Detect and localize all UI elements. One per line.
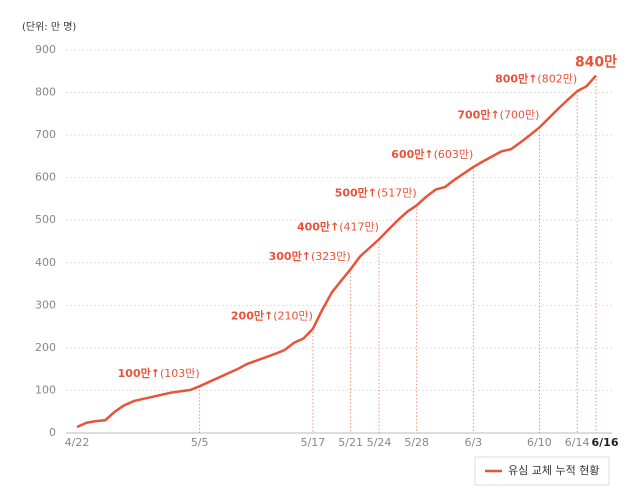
x-tick-label: 5/21 <box>338 436 363 449</box>
annotation-bold: 200만↑ <box>231 309 273 323</box>
annotation: 100만↑(103만) <box>118 366 200 380</box>
annotation: 400만↑(417만) <box>297 219 379 233</box>
annotation-bold: 100만↑ <box>118 366 160 380</box>
annotation-detail: (700만) <box>500 108 540 121</box>
y-tick-label: 100 <box>35 383 56 396</box>
x-tick-label: 6/3 <box>464 436 482 449</box>
y-tick-label: 0 <box>49 426 56 439</box>
annotation: 500만↑(517만) <box>335 185 417 199</box>
unit-label: (단위: 만 명) <box>22 20 76 33</box>
annotation: 300만↑(323만) <box>269 249 351 263</box>
legend-label: 유심 교체 누적 현황 <box>508 464 599 477</box>
x-tick-label: 4/22 <box>65 436 90 449</box>
annotation: 700만↑(700만) <box>457 107 539 121</box>
y-tick-label: 500 <box>35 213 56 226</box>
annotation-bold: 500만↑ <box>335 185 377 199</box>
annotation-detail: (417만) <box>339 220 379 233</box>
x-tick-label: 5/28 <box>404 436 429 449</box>
annotation-bold: 800만↑ <box>495 71 537 85</box>
y-tick-label: 200 <box>35 341 56 354</box>
y-tick-label: 600 <box>35 171 56 184</box>
annotation-detail: (103만) <box>160 367 200 380</box>
annotation-detail: (603만) <box>434 148 474 161</box>
final-label: 840만 <box>575 55 617 71</box>
annotation: 200만↑(210만) <box>231 309 313 323</box>
x-tick-label: 6/14 <box>565 436 590 449</box>
x-tick-label: 5/24 <box>367 436 392 449</box>
x-tick-label: 6/10 <box>527 436 552 449</box>
line <box>76 74 597 429</box>
annotation-bold: 700만↑ <box>457 107 499 121</box>
annotation-bold: 400만↑ <box>297 219 339 233</box>
y-tick-label: 700 <box>35 128 56 141</box>
annotation-detail: (802만) <box>537 72 577 85</box>
annotation: 800만↑(802만) <box>495 71 577 85</box>
annotation-bold: 600만↑ <box>391 147 433 161</box>
annotation: 600만↑(603만) <box>391 147 473 161</box>
x-tick-label: 6/16 <box>592 436 619 449</box>
annotation-detail: (517만) <box>377 186 417 199</box>
annotation-detail: (323만) <box>311 250 351 263</box>
y-tick-label: 300 <box>35 298 56 311</box>
y-tick-label: 900 <box>35 43 56 56</box>
annotation-detail: (210만) <box>273 310 313 323</box>
x-tick-label: 5/5 <box>191 436 209 449</box>
y-tick-label: 400 <box>35 256 56 269</box>
y-tick-label: 800 <box>35 86 56 99</box>
x-tick-label: 5/17 <box>301 436 326 449</box>
annotation-bold: 300만↑ <box>269 249 311 263</box>
